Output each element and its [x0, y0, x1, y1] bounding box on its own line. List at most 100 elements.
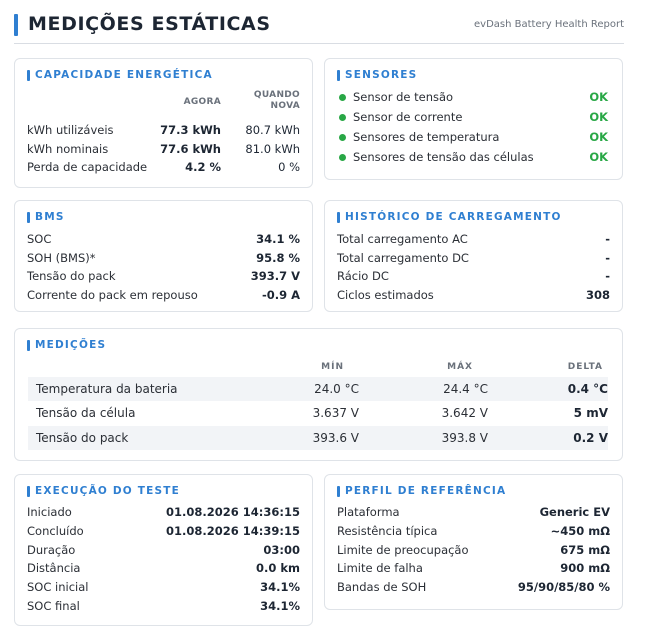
measurement-min: 3.637 V	[312, 406, 359, 420]
test-run-value: 34.1%	[260, 599, 300, 613]
test-run-row-duration: Duração 03:00	[27, 541, 300, 559]
sensor-label: Sensor de corrente	[353, 110, 463, 124]
sensor-status: OK	[589, 150, 608, 164]
capacity-new-value: 80.7 kWh	[245, 123, 300, 137]
sensor-label: Sensores de tensão das células	[353, 150, 534, 164]
table-row: Tensão do pack 393.6 V 393.8 V 0.2 V	[28, 426, 608, 450]
capacity-card: CAPACIDADE ENERGÉTICA AGORA QUANDO NOVA …	[14, 58, 313, 188]
reference-row-failure-limit: Limite de falha 900 mΩ	[337, 559, 610, 577]
test-run-row-started: Iniciado 01.08.2026 14:36:15	[27, 503, 300, 521]
charging-value: -	[605, 269, 610, 283]
measurements-col-max: MÁX	[447, 362, 473, 372]
bms-row-pack-voltage: Tensão do pack 393.7 V	[27, 267, 300, 285]
bms-card: BMS SOC 34.1 % SOH (BMS)* 95.8 % Tensão …	[14, 200, 313, 312]
capacity-col-new: QUANDO NOVA	[254, 90, 300, 112]
measurement-name: Tensão do pack	[36, 431, 129, 445]
bms-value: 95.8 %	[256, 251, 300, 265]
charging-row-dc: Total carregamento DC -	[337, 249, 610, 267]
measurements-col-min: MÍN	[321, 362, 344, 372]
charging-value: -	[605, 232, 610, 246]
reference-row-soh-bands: Bandas de SOH 95/90/85/80 %	[337, 578, 610, 596]
capacity-row-nominal: kWh nominais 77.6 kWh 81.0 kWh	[27, 140, 300, 158]
test-run-label: SOC inicial	[27, 580, 89, 594]
sensor-label: Sensores de temperatura	[353, 130, 500, 144]
sensor-item-voltage: Sensor de tensão OK	[339, 88, 608, 106]
measurement-min: 393.6 V	[312, 431, 359, 445]
header-accent-bar	[14, 14, 18, 36]
measurement-max: 24.4 °C	[443, 382, 488, 396]
reference-label: Bandas de SOH	[337, 580, 427, 594]
capacity-label: kWh utilizáveis	[27, 123, 114, 137]
bms-value: 393.7 V	[250, 269, 300, 283]
reference-value: Generic EV	[539, 505, 610, 519]
measurement-max: 393.8 V	[441, 431, 488, 445]
capacity-col-new-line1: QUANDO	[253, 90, 300, 100]
test-run-value: 01.08.2026 14:39:15	[166, 524, 300, 538]
sensors-card: SENSORES Sensor de tensão OK Sensor de c…	[324, 58, 623, 180]
bms-label: SOC	[27, 232, 52, 246]
charging-row-ac: Total carregamento AC -	[337, 230, 610, 248]
test-run-label: Iniciado	[27, 505, 72, 519]
capacity-new-value: 81.0 kWh	[245, 142, 300, 156]
bms-row-rest-current: Corrente do pack em repouso -0.9 A	[27, 286, 300, 304]
capacity-label: kWh nominais	[27, 142, 109, 156]
bms-row-soh: SOH (BMS)* 95.8 %	[27, 249, 300, 267]
sensor-item-cell-voltage: Sensores de tensão das células OK	[339, 148, 608, 166]
capacity-now-value: 4.2 %	[185, 160, 221, 174]
charging-label: Total carregamento DC	[337, 251, 469, 265]
test-run-label: Distância	[27, 561, 81, 575]
capacity-col-new-line2: NOVA	[270, 101, 300, 111]
reference-row-concern-limit: Limite de preocupação 675 mΩ	[337, 541, 610, 559]
measurement-min: 24.0 °C	[314, 382, 359, 396]
test-run-row-finished: Concluído 01.08.2026 14:39:15	[27, 522, 300, 540]
status-dot-icon	[339, 94, 346, 101]
reference-label: Limite de falha	[337, 561, 423, 575]
charging-label: Rácio DC	[337, 269, 389, 283]
reference-label: Plataforma	[337, 505, 400, 519]
reference-value: 95/90/85/80 %	[517, 580, 610, 594]
measurements-card: MEDIÇÕES MÍN MÁX DELTA Temperatura da ba…	[14, 328, 623, 461]
test-run-row-soc-start: SOC inicial 34.1%	[27, 578, 300, 596]
table-row: Temperatura da bateria 24.0 °C 24.4 °C 0…	[28, 377, 608, 401]
test-run-card: EXECUÇÃO DO TESTE Iniciado 01.08.2026 14…	[14, 474, 313, 626]
test-run-label: SOC final	[27, 599, 80, 613]
page-title: MEDIÇÕES ESTÁTICAS	[28, 13, 271, 35]
sensors-title: SENSORES	[337, 69, 417, 81]
capacity-label: Perda de capacidade	[27, 160, 148, 174]
reference-card: PERFIL DE REFERÊNCIA Plataforma Generic …	[324, 474, 623, 610]
report-subtitle: evDash Battery Health Report	[474, 19, 624, 30]
charging-value: 308	[585, 288, 610, 302]
reference-label: Resistência típica	[337, 524, 438, 538]
reference-row-platform: Plataforma Generic EV	[337, 503, 610, 521]
measurement-delta: 5 mV	[573, 406, 608, 420]
sensor-item-current: Sensor de corrente OK	[339, 108, 608, 126]
test-run-label: Duração	[27, 543, 76, 557]
capacity-col-now: AGORA	[183, 97, 221, 107]
sensor-status: OK	[589, 90, 608, 104]
charging-row-cycles: Ciclos estimados 308	[337, 286, 610, 304]
status-dot-icon	[339, 134, 346, 141]
charging-title: HISTÓRICO DE CARREGAMENTO	[337, 211, 562, 223]
capacity-row-usable: kWh utilizáveis 77.3 kWh 80.7 kWh	[27, 121, 300, 139]
charging-value: -	[605, 251, 610, 265]
capacity-row-loss: Perda de capacidade 4.2 % 0 %	[27, 158, 300, 176]
measurement-name: Tensão da célula	[36, 406, 136, 420]
test-run-value: 34.1%	[260, 580, 300, 594]
sensor-item-temperature: Sensores de temperatura OK	[339, 128, 608, 146]
charging-row-dc-ratio: Rácio DC -	[337, 267, 610, 285]
test-run-row-distance: Distância 0.0 km	[27, 559, 300, 577]
measurements-col-delta: DELTA	[567, 362, 603, 372]
bms-label: Tensão do pack	[27, 269, 116, 283]
bms-value: -0.9 A	[261, 288, 300, 302]
test-run-label: Concluído	[27, 524, 84, 538]
capacity-new-value: 0 %	[278, 160, 300, 174]
table-row: Tensão da célula 3.637 V 3.642 V 5 mV	[28, 401, 608, 425]
sensor-status: OK	[589, 110, 608, 124]
capacity-title: CAPACIDADE ENERGÉTICA	[27, 69, 213, 81]
test-run-row-soc-end: SOC final 34.1%	[27, 597, 300, 615]
reference-label: Limite de preocupação	[337, 543, 469, 557]
capacity-now-value: 77.3 kWh	[160, 123, 221, 137]
bms-value: 34.1 %	[256, 232, 300, 246]
status-dot-icon	[339, 114, 346, 121]
test-run-title: EXECUÇÃO DO TESTE	[27, 485, 180, 497]
